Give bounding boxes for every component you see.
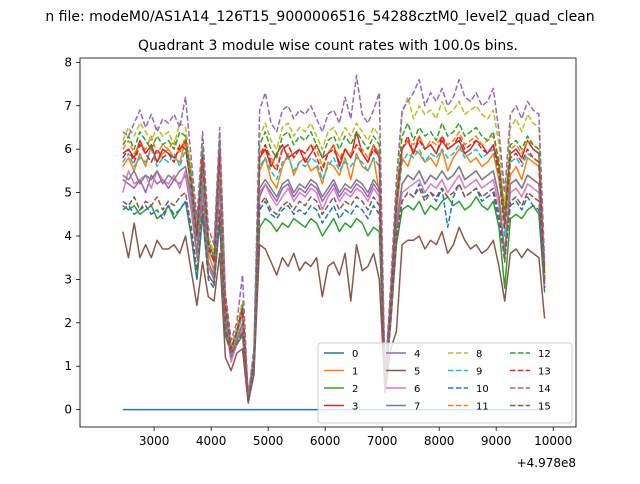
legend-label-2: 2 [352,384,358,395]
series-line-13 [122,135,546,400]
x-tick-label: 9000 [481,434,512,448]
y-tick-label: 0 [64,403,72,417]
x-axis-offset-label: +4.978e8 [517,456,576,470]
series-line-11 [122,131,546,398]
y-tick-label: 3 [64,272,72,286]
series-layer [122,74,546,411]
legend-label-7: 7 [414,402,420,413]
series-line-12 [122,122,546,398]
x-axis: 3000 4000 5000 6000 7000 8000 9000 10000 [139,427,572,448]
legend-label-13: 13 [538,367,551,378]
legend-label-6: 6 [414,384,420,395]
series-line-7 [122,165,546,402]
legend-label-4: 4 [414,349,420,360]
axes-title: Quadrant 3 module wise count rates with … [138,38,518,54]
legend-label-3: 3 [352,402,358,413]
legend-label-8: 8 [476,349,482,360]
y-tick-label: 2 [64,316,72,330]
x-tick-label: 8000 [424,434,455,448]
plot-area [79,57,577,428]
legend-label-10: 10 [476,384,489,395]
axes-frame [79,57,577,428]
x-tick-label: 6000 [310,434,341,448]
y-tick-label: 1 [64,359,72,373]
y-tick-label: 4 [64,229,72,243]
figure-suptitle: n file: modeM0/AS1A14_126T15_9000006516_… [45,9,594,25]
x-tick-label: 5000 [253,434,284,448]
series-line-14 [122,74,546,398]
series-line-9 [122,144,546,400]
x-tick-label: 3000 [139,434,170,448]
series-line-5 [122,222,546,404]
series-line-15 [122,183,546,402]
y-tick-label: 5 [64,186,72,200]
legend-label-5: 5 [414,367,420,378]
y-axis: 0 1 2 3 4 5 6 7 8 [64,55,80,417]
legend-label-12: 12 [538,349,551,360]
legend-label-15: 15 [538,402,551,413]
y-tick-label: 8 [64,55,72,69]
x-tick-label: 4000 [196,434,227,448]
y-tick-label: 7 [64,99,72,113]
legend-label-9: 9 [476,367,482,378]
legend-label-0: 0 [352,349,358,360]
x-tick-label: 7000 [367,434,398,448]
legend-label-1: 1 [352,367,358,378]
legend-label-14: 14 [538,384,551,395]
legend-label-11: 11 [476,402,489,413]
x-tick-label: 10000 [534,434,572,448]
legend-frame [317,342,573,424]
y-tick-label: 6 [64,142,72,156]
